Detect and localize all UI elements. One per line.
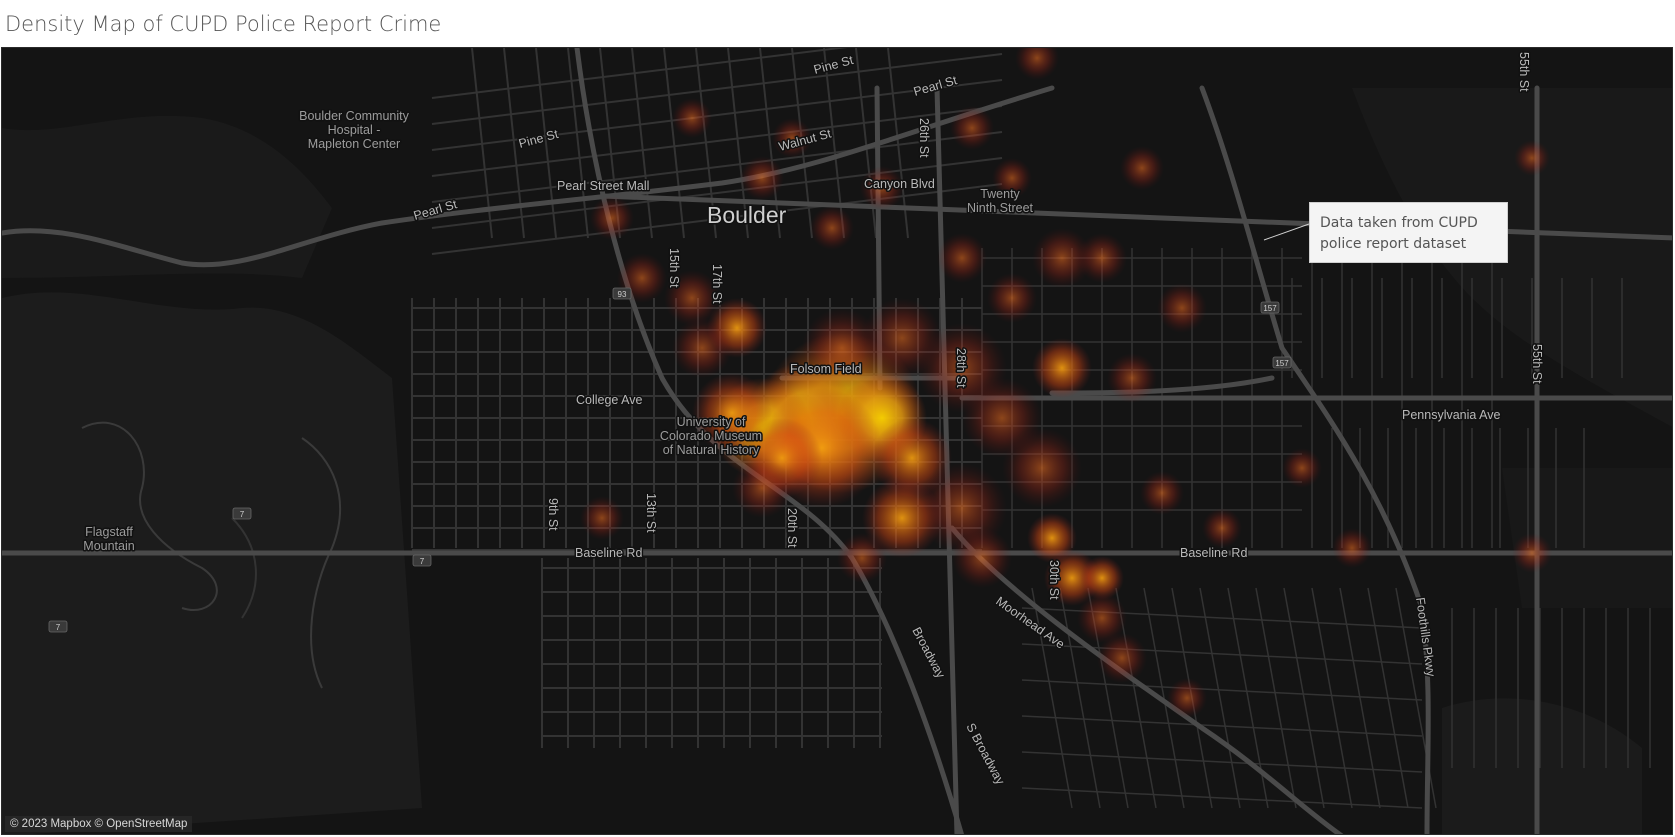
poi-museum-line2: Colorado Museum <box>660 429 762 443</box>
route-93-shield: 93 <box>618 290 627 299</box>
heat-blob <box>732 458 792 518</box>
annotation-line1: Data taken from CUPD <box>1320 215 1478 231</box>
poi-hospital-line3: Mapleton Center <box>308 137 400 151</box>
street-label-30th-st: 30th St <box>1047 560 1061 600</box>
heat-blob <box>590 196 634 240</box>
heat-blob <box>837 533 887 583</box>
heat-blob <box>952 528 1012 588</box>
callout-leader-line <box>1263 223 1310 241</box>
heat-blob <box>810 206 854 250</box>
route-157-shield-1: 157 <box>1263 304 1277 313</box>
heat-blob <box>1080 556 1124 600</box>
heat-blob <box>580 496 624 540</box>
heat-blob <box>1282 448 1322 488</box>
page-title: Density Map of CUPD Police Report Crime <box>5 12 442 36</box>
heat-blob <box>1120 146 1164 190</box>
street-label-pearl-street-mall: Pearl Street Mall <box>557 179 649 193</box>
heat-blob <box>1202 508 1242 548</box>
street-label-13th-st: 13th St <box>644 493 658 533</box>
street-label-9th-st: 9th St <box>546 498 560 531</box>
heat-blob <box>1512 533 1552 573</box>
heat-blob <box>1027 513 1077 563</box>
street-label-baseline-rd-1: Baseline Rd <box>575 546 642 560</box>
heat-blob <box>1332 528 1372 568</box>
poi-twenty-ninth-line1: Twenty <box>980 187 1020 201</box>
route-157-shield-2: 157 <box>1275 359 1289 368</box>
heat-blob <box>1077 593 1127 643</box>
heat-blob <box>1015 48 1059 80</box>
route-7-shield-a: 7 <box>240 510 245 519</box>
map-canvas: 93 157 157 7 7 7 Boulder Boulder Communi… <box>2 48 1672 834</box>
poi-museum-line3: of Natural History <box>663 443 760 457</box>
poi-hospital-line2: Hospital - <box>328 123 381 137</box>
street-label-college-ave: College Ave <box>576 393 643 407</box>
heat-blob <box>862 478 942 558</box>
heat-blob <box>937 233 987 283</box>
heat-blob <box>1514 140 1550 176</box>
street-label-17th-st: 17th St <box>710 264 724 304</box>
annotation-line2: police report dataset <box>1320 236 1467 252</box>
street-label-28th-st: 28th St <box>954 348 968 388</box>
heat-blob <box>950 106 994 150</box>
heat-blob <box>1032 228 1092 288</box>
heat-blob <box>1097 633 1147 683</box>
heat-blob <box>1157 283 1207 333</box>
heat-blob <box>1140 471 1184 515</box>
heat-blob <box>740 156 784 200</box>
heat-blob <box>772 118 812 158</box>
heat-blob <box>672 98 712 138</box>
street-label-20th-st: 20th St <box>785 508 799 548</box>
heat-blob <box>1107 353 1157 403</box>
street-label-55th-st-2: 55th St <box>1530 344 1544 384</box>
poi-museum-line1: University of <box>677 415 746 429</box>
heat-blob <box>664 270 720 326</box>
city-label: Boulder <box>707 202 787 228</box>
poi-folsom-field: Folsom Field <box>790 362 862 376</box>
map-attribution[interactable]: © 2023 Mapbox © OpenStreetMap <box>5 816 193 832</box>
heat-blob <box>987 273 1037 323</box>
street-label-15th-st: 15th St <box>667 248 681 288</box>
poi-flagstaff-line2: Mountain <box>83 539 134 553</box>
heat-blob <box>672 318 732 378</box>
heat-blob <box>1077 233 1127 283</box>
route-7-shield-b: 7 <box>420 557 425 566</box>
heat-blob <box>1032 338 1092 398</box>
crime-density-heatmap <box>580 48 1552 718</box>
street-label-pennsylvania-ave: Pennsylvania Ave <box>1402 408 1500 422</box>
poi-flagstaff-line1: Flagstaff <box>85 525 133 539</box>
heat-blob <box>1167 678 1207 718</box>
heat-blob <box>860 166 904 210</box>
street-label-canyon-blvd: Canyon Blvd <box>864 177 935 191</box>
street-label-baseline-rd-2: Baseline Rd <box>1180 546 1247 560</box>
poi-hospital-line1: Boulder Community <box>299 109 410 123</box>
route-shields: 93 157 157 7 7 7 <box>48 287 1292 633</box>
street-label-55th-st-1: 55th St <box>1517 52 1531 92</box>
heat-blob <box>992 158 1032 198</box>
data-source-annotation: Data taken from CUPD police report datas… <box>1309 202 1508 263</box>
heat-blob <box>802 308 882 388</box>
heat-blob <box>1002 428 1082 508</box>
density-map[interactable]: 93 157 157 7 7 7 Boulder Boulder Communi… <box>1 47 1673 835</box>
poi-twenty-ninth-line2: Ninth Street <box>967 201 1034 215</box>
street-label-26th-st: 26th St <box>917 118 931 158</box>
route-7-shield-c: 7 <box>56 623 61 632</box>
